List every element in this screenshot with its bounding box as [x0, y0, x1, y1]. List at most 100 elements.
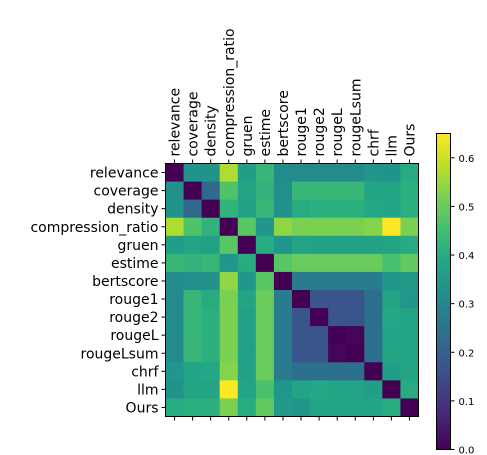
- heatmap-cell: [165, 271, 184, 291]
- heatmap-cell: [237, 326, 257, 345]
- heatmap-cell: [165, 344, 184, 363]
- colorbar-tick-label: 0.0: [459, 446, 475, 455]
- heatmap-cell: [165, 235, 184, 255]
- colorbar-tick-label: 0.2: [459, 348, 475, 359]
- heatmap-cell: [273, 290, 293, 309]
- heatmap-cell: [255, 308, 275, 327]
- x-tick-label: relevance: [168, 88, 184, 157]
- heatmap-cell: [183, 290, 203, 309]
- heatmap-cell: [273, 326, 293, 345]
- heatmap-cell: [382, 235, 401, 255]
- heatmap-cell: [255, 235, 275, 255]
- heatmap-cell: [400, 326, 419, 345]
- heatmap-cell: [237, 181, 257, 201]
- x-tick-label: llm: [384, 135, 400, 156]
- heatmap-cell: [273, 362, 293, 381]
- heatmap-cell: [382, 253, 401, 273]
- heatmap-cell: [183, 398, 203, 417]
- heatmap-cell: [273, 308, 293, 327]
- heatmap-cell: [219, 380, 239, 399]
- heatmap-cell: [183, 271, 203, 291]
- heatmap-cell: [382, 380, 401, 399]
- heatmap-cell: [400, 308, 419, 327]
- y-tick-label: Ours: [126, 400, 159, 416]
- heatmap-cell: [201, 308, 221, 327]
- heatmap-cell: [237, 308, 257, 327]
- heatmap-cell: [382, 181, 401, 201]
- heatmap-cell: [292, 217, 311, 237]
- heatmap-cell: [165, 380, 184, 399]
- heatmap-cell: [201, 271, 221, 291]
- heatmap-cell: [292, 380, 311, 399]
- heatmap-cell: [219, 398, 239, 417]
- heatmap-cell: [400, 362, 419, 381]
- heatmap-cell: [183, 326, 203, 345]
- heatmap-cell: [273, 271, 293, 291]
- heatmap-cell: [183, 235, 203, 255]
- heatmap-cell: [328, 380, 347, 399]
- heatmap-cell: [364, 199, 383, 219]
- heatmap-cell: [237, 344, 257, 363]
- heatmap-cell: [165, 290, 184, 309]
- colorbar: [436, 133, 451, 450]
- heatmap-cell: [346, 362, 365, 381]
- x-tick-label: coverage: [186, 92, 202, 157]
- heatmap-cell: [237, 271, 257, 291]
- heatmap-cell: [346, 290, 365, 309]
- heatmap-cell: [310, 163, 329, 182]
- colorbar-tick-label: 0.5: [459, 202, 475, 213]
- heatmap-cell: [201, 398, 221, 417]
- heatmap-cell: [273, 163, 293, 182]
- heatmap-cell: [328, 253, 347, 273]
- heatmap-cell: [346, 235, 365, 255]
- heatmap-cell: [346, 163, 365, 182]
- y-tick-label: bertscore: [92, 274, 158, 290]
- x-tick-label: compression_ratio: [222, 28, 238, 156]
- heatmap-cell: [310, 253, 329, 273]
- heatmap-cell: [255, 326, 275, 345]
- colorbar-tick-label: 0.4: [459, 251, 475, 262]
- heatmap-cell: [364, 217, 383, 237]
- heatmap-cell: [273, 398, 293, 417]
- heatmap-cell: [292, 362, 311, 381]
- x-tick-label: rouge1: [294, 107, 310, 156]
- x-tick-label: rougeL: [330, 108, 346, 156]
- heatmap-cell: [219, 344, 239, 363]
- colorbar-ticks: 0.0 0.1 0.2 0.3 0.4 0.5 0.6: [450, 154, 475, 455]
- y-tick-label: llm: [137, 382, 158, 398]
- heatmap-cell: [346, 181, 365, 201]
- heatmap-cell: [328, 398, 347, 417]
- heatmap-cell: [328, 163, 347, 182]
- heatmap-cell: [400, 199, 419, 219]
- heatmap-cell: [328, 344, 347, 363]
- heatmap-cell: [201, 181, 221, 201]
- heatmap-cell: [237, 362, 257, 381]
- heatmap-cell: [400, 181, 419, 201]
- colorbar-tick-label: 0.3: [459, 300, 475, 311]
- heatmap-cell: [255, 163, 275, 182]
- heatmap-cell: [292, 326, 311, 345]
- heatmap-cell: [201, 362, 221, 381]
- heatmap-cell: [183, 380, 203, 399]
- heatmap-cell: [201, 217, 221, 237]
- heatmap-cell: [165, 199, 184, 219]
- heatmap-cell: [292, 271, 311, 291]
- heatmap-cell: [364, 308, 383, 327]
- heatmap-cell: [292, 344, 311, 363]
- heatmap-cell: [310, 308, 329, 327]
- heatmap-cell: [346, 271, 365, 291]
- heatmap-cell: [346, 344, 365, 363]
- heatmap-cell: [346, 217, 365, 237]
- y-tick-label: chrf: [131, 364, 159, 380]
- heatmap-cell: [400, 217, 419, 237]
- heatmap-cell: [273, 253, 293, 273]
- heatmap-cell: [310, 380, 329, 399]
- heatmap-cell: [328, 181, 347, 201]
- heatmap-cell: [382, 398, 401, 417]
- heatmap-cell: [237, 290, 257, 309]
- heatmap-cell: [292, 181, 311, 201]
- heatmap-cell: [400, 380, 419, 399]
- x-tick-label: Ours: [402, 124, 418, 157]
- heatmap-cell: [165, 217, 184, 237]
- heatmap-cell: [382, 199, 401, 219]
